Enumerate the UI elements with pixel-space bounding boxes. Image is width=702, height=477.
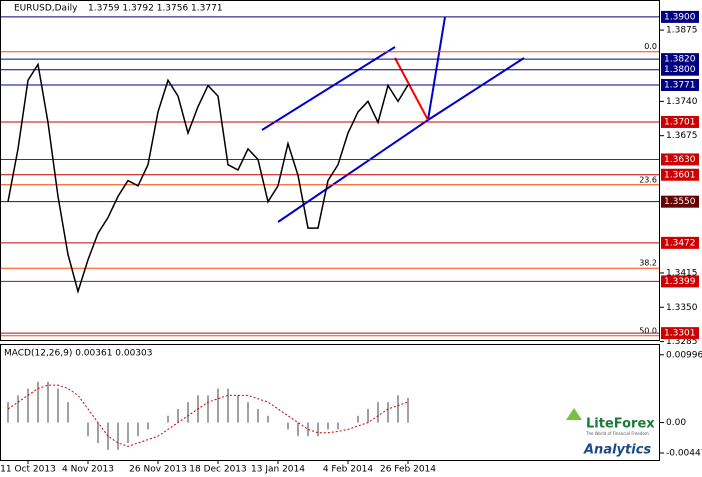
level-label: 1.3472 bbox=[664, 238, 696, 248]
x-tick-label: 18 Dec 2013 bbox=[189, 465, 247, 475]
level-box bbox=[661, 63, 699, 76]
macd-bar bbox=[47, 381, 49, 423]
macd-bar bbox=[127, 422, 129, 443]
macd-bar bbox=[397, 395, 399, 423]
level-label: 1.3301 bbox=[664, 329, 696, 339]
level-box bbox=[661, 79, 699, 91]
level-label: 1.3701 bbox=[664, 117, 696, 127]
macd-bar bbox=[177, 408, 179, 423]
y-tick-label: -0.00447 bbox=[666, 448, 702, 458]
macd-bar bbox=[207, 395, 209, 423]
fib-label: 50.0 bbox=[639, 326, 657, 335]
macd-bar bbox=[337, 422, 339, 430]
macd-bar bbox=[257, 408, 259, 423]
macd-bar bbox=[327, 422, 329, 430]
level-box bbox=[661, 10, 699, 23]
level-label: 1.3601 bbox=[664, 170, 696, 180]
macd-bar bbox=[37, 381, 39, 423]
macd-bar bbox=[97, 422, 99, 443]
brand-name: LiteForex bbox=[586, 417, 655, 432]
y-tick-label: 0.00 bbox=[666, 418, 686, 428]
macd-bar bbox=[267, 415, 269, 423]
level-label: 1.3771 bbox=[664, 81, 696, 91]
level-label: 1.3630 bbox=[664, 155, 696, 165]
y-tick-label: 1.3350 bbox=[666, 303, 698, 313]
macd-bar bbox=[87, 422, 89, 437]
fib-label: 0.0 bbox=[644, 42, 657, 51]
x-tick-label: 4 Nov 2013 bbox=[62, 465, 114, 475]
price-pane bbox=[0, 0, 660, 341]
macd-bar bbox=[387, 402, 389, 423]
macd-bar bbox=[167, 415, 169, 423]
y-tick-label: 1.3875 bbox=[666, 26, 698, 36]
macd-bar bbox=[217, 388, 219, 423]
macd-bar bbox=[187, 402, 189, 423]
macd-bar bbox=[247, 402, 249, 423]
macd-bar bbox=[27, 388, 29, 423]
macd-bar bbox=[287, 422, 289, 430]
macd-bar bbox=[17, 395, 19, 423]
y-tick-label: 1.3285 bbox=[666, 337, 698, 347]
level-box bbox=[661, 236, 699, 249]
y-tick-label: 1.3740 bbox=[666, 97, 698, 107]
level-box bbox=[661, 195, 699, 208]
x-tick-label: 26 Nov 2013 bbox=[129, 465, 187, 475]
macd-pane bbox=[0, 344, 660, 461]
y-tick-label: 1.3415 bbox=[666, 268, 698, 278]
level-box bbox=[661, 153, 699, 166]
x-tick-label: 26 Feb 2014 bbox=[380, 465, 436, 475]
level-box bbox=[661, 115, 699, 128]
macd-signal bbox=[7, 384, 409, 447]
ohlc: 1.3759 1.3792 1.3756 1.3771 bbox=[88, 4, 223, 14]
y-tick-label: 1.3675 bbox=[666, 131, 698, 141]
level-box bbox=[661, 53, 699, 66]
brand-tagline: The World of Financial Freedom bbox=[585, 431, 649, 436]
price-line bbox=[7, 62, 409, 295]
level-label: 1.3800 bbox=[664, 65, 696, 75]
macd-bar bbox=[227, 388, 229, 423]
macd-bar bbox=[7, 402, 9, 423]
macd-bar bbox=[377, 402, 379, 423]
macd-bar bbox=[307, 422, 309, 437]
x-tick-label: 13 Jan 2014 bbox=[251, 465, 305, 475]
level-box bbox=[661, 168, 699, 181]
logo: LiteForex The World of Financial Freedom… bbox=[566, 408, 655, 458]
macd-bar bbox=[137, 422, 139, 437]
macd-title: MACD(12,26,9) 0.00361 0.00303 bbox=[4, 349, 153, 359]
macd-bar bbox=[357, 415, 359, 423]
level-label: 1.3550 bbox=[664, 197, 696, 207]
level-label: 1.3399 bbox=[664, 277, 696, 287]
chart-title: EURUSD,Daily bbox=[14, 4, 78, 14]
macd-bar bbox=[117, 422, 119, 450]
level-label: 1.3820 bbox=[664, 55, 696, 65]
level-box bbox=[661, 275, 699, 288]
x-tick-label: 11 Oct 2013 bbox=[0, 465, 56, 475]
macd-bar bbox=[147, 422, 149, 430]
macd-bar bbox=[317, 422, 319, 437]
level-box bbox=[661, 327, 699, 340]
macd-bar bbox=[367, 408, 369, 423]
macd-bar bbox=[297, 422, 299, 437]
level-label: 1.3900 bbox=[664, 12, 696, 22]
macd-bar bbox=[407, 398, 409, 423]
macd-bar bbox=[67, 402, 69, 423]
macd-bar bbox=[107, 422, 109, 450]
x-tick-label: 4 Feb 2014 bbox=[323, 465, 374, 475]
fib-label: 38.2 bbox=[639, 259, 657, 268]
macd-bar bbox=[237, 395, 239, 423]
y-tick-label: 0.00996 bbox=[666, 350, 702, 360]
brand-label: Analytics bbox=[583, 443, 651, 458]
fib-label: 23.6 bbox=[639, 175, 657, 184]
macd-bar bbox=[57, 388, 59, 423]
